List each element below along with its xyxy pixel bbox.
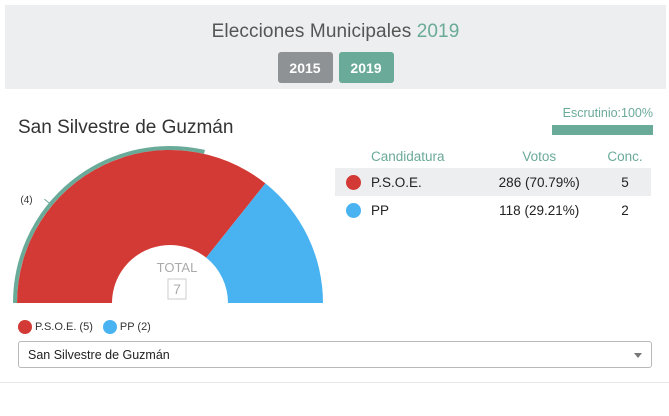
table-row[interactable]: PP 118 (29.21%) 2	[335, 196, 651, 224]
year-selector: 2015 2019	[5, 52, 666, 83]
majority-label: (4)	[20, 195, 32, 206]
page-title: Elecciones Municipales 2019	[5, 21, 666, 43]
table-row[interactable]: P.S.O.E. 286 (70.79%) 5	[335, 168, 651, 196]
select-value: San Silvestre de Guzmán	[28, 348, 170, 362]
total-value: 7	[173, 281, 181, 297]
escrutinio-progress-bar	[552, 125, 653, 135]
header-votos: Votos	[522, 149, 557, 164]
legend-label: P.S.O.E. (5)	[35, 321, 93, 333]
legend-label: PP (2)	[119, 321, 151, 333]
escrutinio-label: Escrutinio:100%	[562, 106, 653, 120]
chevron-down-icon[interactable]	[634, 353, 642, 358]
chart-legend: P.S.O.E. (5) PP (2)	[18, 320, 151, 334]
majority-tick	[44, 198, 51, 205]
year-button-2019[interactable]: 2019	[338, 52, 394, 83]
total-box	[167, 278, 187, 300]
chart-slice-psoe[interactable]	[17, 149, 266, 303]
table-header-row: Candidatura Votos Conc.	[335, 145, 651, 168]
escrutinio-indicator: Escrutinio:100%	[552, 106, 653, 135]
legend-dot	[102, 320, 117, 334]
party-seats: 5	[598, 168, 651, 196]
header-candidatura: Candidatura	[371, 149, 445, 164]
legend-item-pp[interactable]: PP (2)	[102, 320, 151, 334]
header-conc: Conc.	[607, 149, 643, 164]
header: Elecciones Municipales 2019 2015 2019	[5, 5, 666, 89]
legend-item-psoe[interactable]: P.S.O.E. (5)	[18, 320, 93, 334]
legend-dot	[18, 320, 32, 334]
municipality-title: San Silvestre de Guzmán	[18, 117, 234, 138]
municipality-select[interactable]: San Silvestre de Guzmán	[18, 341, 652, 368]
majority-arc	[13, 146, 205, 304]
seat-chart: (4) TOTAL 7	[13, 146, 323, 304]
party-seats: 2	[621, 202, 629, 218]
party-color-dot	[345, 202, 361, 218]
party-votes: 286 (70.79%)	[479, 168, 599, 196]
party-name: PP	[371, 202, 390, 218]
year-button-2015[interactable]: 2015	[277, 52, 333, 83]
total-label: TOTAL	[157, 260, 198, 275]
party-votes: 118 (29.21%)	[499, 202, 580, 218]
party-color-dot	[345, 174, 361, 190]
divider	[0, 382, 669, 383]
results-table: Candidatura Votos Conc. P.S.O.E. 286 (70…	[335, 145, 651, 224]
chart-slice-pp[interactable]	[206, 183, 323, 303]
escrutinio-progress-fill	[552, 125, 653, 135]
title-prefix: Elecciones Municipales	[211, 21, 412, 42]
title-year: 2019	[416, 21, 460, 42]
party-name: P.S.O.E.	[371, 168, 480, 196]
